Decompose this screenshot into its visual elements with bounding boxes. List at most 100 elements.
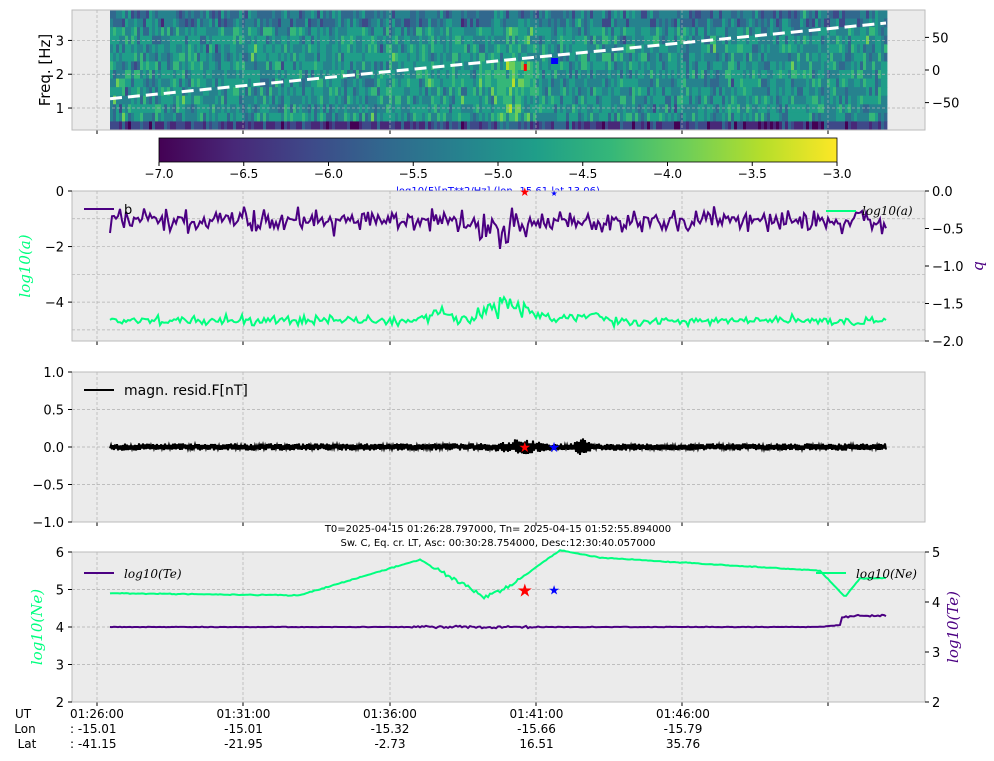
spectrogram-cell bbox=[485, 87, 489, 97]
spectrogram-cell bbox=[671, 95, 675, 105]
spectrogram-cell bbox=[857, 18, 861, 28]
spectrogram-cell bbox=[593, 121, 597, 131]
ytick-label: −2 bbox=[45, 241, 64, 256]
spectrogram-cell bbox=[254, 35, 258, 45]
spectrogram-cell bbox=[551, 95, 555, 105]
spectrogram-cell bbox=[278, 121, 282, 131]
spectrogram-cell bbox=[650, 78, 654, 88]
spectrogram-cell bbox=[236, 27, 240, 37]
spectrogram-cell bbox=[509, 44, 513, 54]
spectrogram-cell bbox=[803, 112, 807, 122]
spectrogram-cell bbox=[179, 35, 183, 45]
spectrogram-cell bbox=[425, 104, 429, 114]
spectrogram-cell bbox=[626, 27, 630, 37]
spectrogram-cell bbox=[683, 121, 687, 131]
spectrogram-cell bbox=[224, 10, 228, 20]
spectrogram-cell bbox=[569, 27, 573, 37]
spectrogram-cell bbox=[497, 10, 501, 20]
spectrogram-cell bbox=[497, 52, 501, 62]
spectrogram-cell bbox=[665, 87, 669, 97]
spectrogram-cell bbox=[413, 27, 417, 37]
spectrogram-cell bbox=[512, 95, 516, 105]
spectrogram-cell bbox=[872, 121, 876, 131]
spectrogram-cell bbox=[551, 112, 555, 122]
spectrogram-cell bbox=[773, 121, 777, 131]
spectrogram-cell bbox=[698, 121, 702, 131]
spectrogram-cell bbox=[194, 95, 198, 105]
spectrogram-cell bbox=[665, 35, 669, 45]
spectrogram-cell bbox=[392, 61, 396, 71]
spectrogram-cell bbox=[869, 52, 873, 62]
spectrogram-cell bbox=[689, 121, 693, 131]
spectrogram-cell bbox=[425, 87, 429, 97]
spectrogram-cell bbox=[839, 78, 843, 88]
spectrogram-cell bbox=[272, 104, 276, 114]
spectrogram-cell bbox=[788, 61, 792, 71]
spectrogram-cell bbox=[305, 95, 309, 105]
spectrogram-cell bbox=[398, 95, 402, 105]
spectrogram-cell bbox=[119, 87, 123, 97]
spectrogram-cell bbox=[404, 112, 408, 122]
spectrogram-cell bbox=[641, 104, 645, 114]
spectrogram-cell bbox=[581, 52, 585, 62]
spectrogram-cell bbox=[641, 61, 645, 71]
spectrogram-cell bbox=[512, 87, 516, 97]
spectrogram-cell bbox=[344, 121, 348, 131]
spectrogram-cell bbox=[563, 44, 567, 54]
spectrogram-cell bbox=[212, 104, 216, 114]
spectrogram-cell bbox=[116, 18, 120, 28]
spectrogram-cell bbox=[356, 78, 360, 88]
spectrogram-cell bbox=[149, 95, 153, 105]
spectrogram-cell bbox=[569, 44, 573, 54]
spectrogram-cell bbox=[275, 27, 279, 37]
legend-log10a-label: log10(a) bbox=[862, 204, 913, 218]
spectrogram-cell bbox=[476, 18, 480, 28]
spectrogram-cell bbox=[476, 112, 480, 122]
spectrogram-cell bbox=[560, 18, 564, 28]
spectrogram-cell bbox=[272, 95, 276, 105]
spectrogram-cell bbox=[383, 18, 387, 28]
spectrogram-cell bbox=[284, 70, 288, 80]
spectrogram-cell bbox=[332, 87, 336, 97]
spectrogram-cell bbox=[866, 61, 870, 71]
spectrogram-cell bbox=[752, 78, 756, 88]
spectrogram-cell bbox=[533, 27, 537, 37]
spectrogram-cell bbox=[716, 52, 720, 62]
spectrogram-cell bbox=[422, 61, 426, 71]
spectrogram-cell bbox=[665, 44, 669, 54]
spectrogram-cell bbox=[422, 52, 426, 62]
spectrogram-cell bbox=[230, 121, 234, 131]
spectrogram-cell bbox=[764, 44, 768, 54]
spectrogram-cell bbox=[386, 95, 390, 105]
spectrogram-cell bbox=[671, 52, 675, 62]
spectrogram-cell bbox=[644, 27, 648, 37]
spectrogram-cell bbox=[833, 112, 837, 122]
spectrogram-cell bbox=[857, 61, 861, 71]
spectrogram-cell bbox=[731, 87, 735, 97]
spectrogram-cell bbox=[395, 61, 399, 71]
spectrogram-cell bbox=[203, 52, 207, 62]
spectrogram-cell bbox=[224, 95, 228, 105]
spectrogram-cell bbox=[533, 112, 537, 122]
spectrogram-cell bbox=[248, 95, 252, 105]
residual-blue-star: ★ bbox=[548, 440, 561, 456]
spectrogram-cell bbox=[740, 27, 744, 37]
spectrogram-cell bbox=[659, 35, 663, 45]
spectrogram-cell bbox=[857, 112, 861, 122]
spectrogram-cell bbox=[608, 10, 612, 20]
spectrogram-cell bbox=[743, 112, 747, 122]
spectrogram-cell bbox=[857, 44, 861, 54]
spectrogram-cell bbox=[290, 18, 294, 28]
spectrogram-cell bbox=[287, 87, 291, 97]
ytick-label: 0.0 bbox=[43, 441, 64, 456]
spectrogram-cell bbox=[833, 18, 837, 28]
spectrogram-cell bbox=[146, 104, 150, 114]
spectrogram-cell bbox=[371, 112, 375, 122]
spectrogram-cell bbox=[872, 78, 876, 88]
spectrogram-cell bbox=[884, 87, 888, 97]
spectrogram-cell bbox=[707, 52, 711, 62]
spectrogram-cell bbox=[500, 52, 504, 62]
spectrogram-cell bbox=[602, 87, 606, 97]
spectrogram-cell bbox=[854, 18, 858, 28]
spectrogram-cell bbox=[524, 10, 528, 20]
